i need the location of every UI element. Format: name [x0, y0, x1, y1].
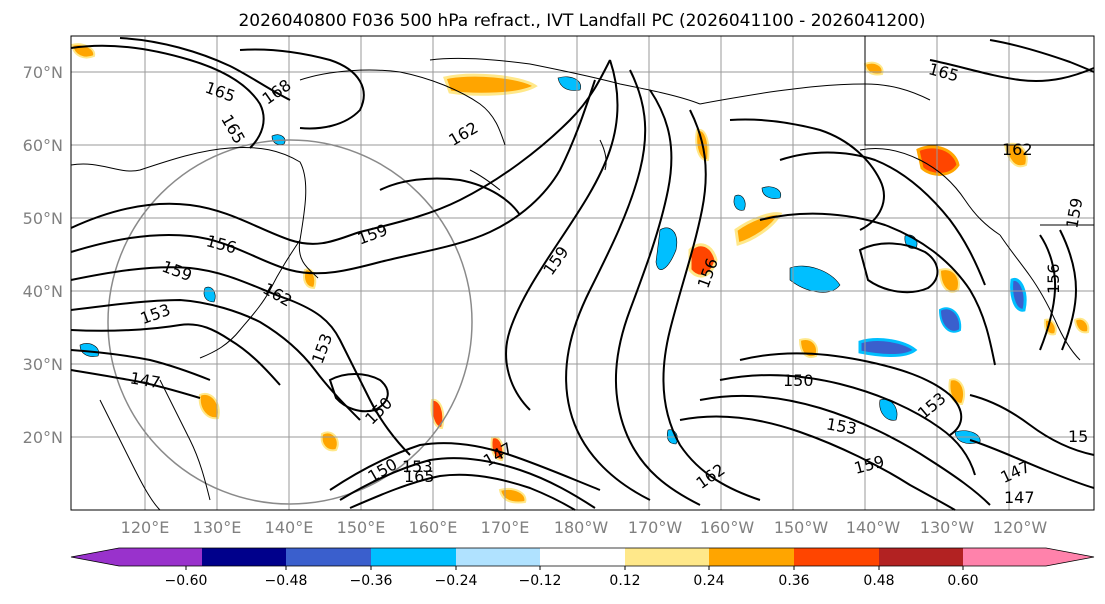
- contour-label: 156: [1044, 263, 1063, 294]
- colorbar-segment: [540, 548, 625, 566]
- contour-label: 153: [402, 457, 433, 476]
- lon-label: 140°W: [846, 518, 901, 537]
- map-title: 2026040800 F036 500 hPa refract., IVT La…: [238, 11, 925, 31]
- lon-label: 170°E: [481, 518, 530, 537]
- lon-label: 180°W: [554, 518, 609, 537]
- contour-label: 150: [783, 371, 814, 390]
- lon-label: 170°W: [628, 518, 683, 537]
- colorbar-tick-label: −0.60: [165, 573, 208, 589]
- lon-label: 160°E: [409, 518, 458, 537]
- colorbar-outline: [70, 547, 1095, 567]
- colorbar-segment: [202, 548, 286, 566]
- latitude-labels: 70°N 60°N 50°N 40°N 30°N 20°N: [23, 63, 63, 447]
- colorbar-tick-label: −0.12: [519, 573, 562, 589]
- lat-label: 30°N: [23, 355, 63, 374]
- colorbar: −0.60 −0.48 −0.36 −0.24 −0.12 0.12 0.24 0.36 0.4…: [70, 547, 1095, 589]
- lon-label: 150°E: [337, 518, 386, 537]
- gray-circle-overlay: [107, 139, 473, 505]
- colorbar-segment: [456, 548, 540, 566]
- colorbar-segment: [625, 548, 709, 566]
- colorbar-tick-label: −0.36: [350, 573, 393, 589]
- colorbar-segment: [371, 548, 456, 566]
- lon-label: 130°E: [193, 518, 242, 537]
- lon-label: 120°E: [121, 518, 170, 537]
- longitude-labels: 120°E 130°E 140°E 150°E 160°E 170°E 180°…: [121, 518, 1048, 537]
- colorbar-tick-label: 0.48: [863, 573, 894, 589]
- contour-label: 15: [1068, 427, 1088, 446]
- colorbar-tick-label: 0.12: [609, 573, 640, 589]
- colorbar-segment: [794, 548, 879, 566]
- lon-label: 150°W: [774, 518, 829, 537]
- contour-label: 147: [1004, 488, 1035, 507]
- map-frame: [70, 35, 1095, 511]
- lat-label: 50°N: [23, 209, 63, 228]
- colorbar-segment: [71, 548, 202, 566]
- lat-label: 70°N: [23, 63, 63, 82]
- lat-label: 20°N: [23, 428, 63, 447]
- lat-label: 40°N: [23, 282, 63, 301]
- colorbar-segment: [963, 548, 1094, 566]
- colorbar-segment: [286, 548, 371, 566]
- map-area: 165 168 165 162 156 159 159 153 162 153 …: [70, 35, 1095, 511]
- contour-label: 162: [1002, 140, 1033, 159]
- negative-anomaly-patches: [79, 76, 1027, 445]
- contour-label: 165: [404, 467, 435, 486]
- lon-label: 160°W: [700, 518, 755, 537]
- lat-lon-grid: [71, 36, 1094, 510]
- lat-label: 60°N: [23, 136, 63, 155]
- height-contours: [70, 37, 1095, 511]
- coastlines: [70, 36, 1094, 511]
- lon-label: 140°E: [265, 518, 314, 537]
- lon-label: 130°W: [920, 518, 975, 537]
- colorbar-segment: [879, 548, 963, 566]
- colorbar-tick-label: 0.24: [693, 573, 724, 589]
- colorbar-segment: [709, 548, 794, 566]
- colorbar-tick-label: 0.60: [947, 573, 978, 589]
- colorbar-tick-label: −0.24: [435, 573, 478, 589]
- colorbar-tick-label: 0.36: [778, 573, 809, 589]
- lon-label: 120°W: [993, 518, 1048, 537]
- colorbar-tick-label: −0.48: [265, 573, 308, 589]
